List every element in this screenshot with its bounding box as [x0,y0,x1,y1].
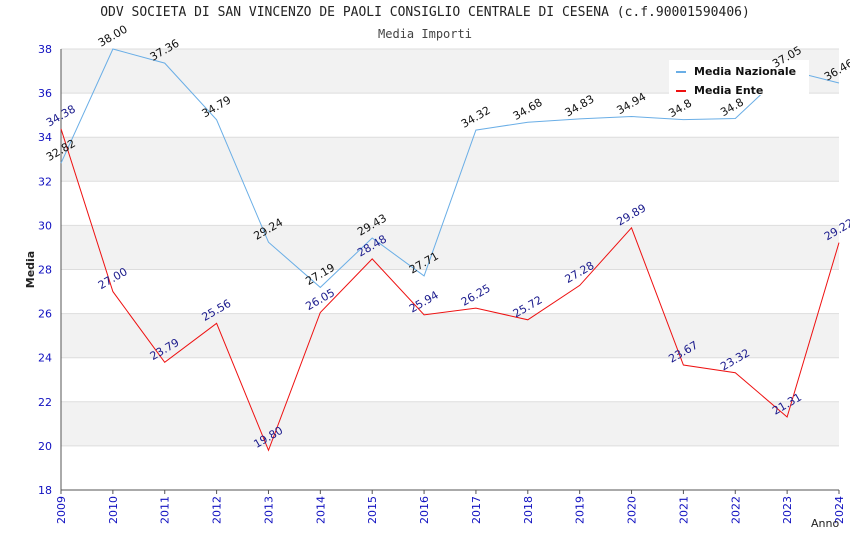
data-label: 34.94 [615,90,649,117]
grid-band [61,137,839,182]
data-label: 26.05 [303,286,337,313]
x-tick-label: 2016 [418,496,431,524]
y-tick-label: 20 [38,440,52,453]
x-tick-label: 2010 [107,496,120,524]
y-tick-label: 30 [38,219,52,232]
y-tick-label: 22 [38,396,52,409]
x-tick-label: 2018 [522,496,535,524]
x-tick-label: 2012 [211,496,224,524]
data-label: 34.68 [511,96,545,123]
y-tick-label: 28 [38,264,52,277]
grid-band [61,401,839,446]
data-label: 34.32 [459,104,493,131]
x-tick-label: 2019 [574,496,587,524]
y-tick-label: 24 [38,352,52,365]
data-label: 29.89 [615,201,649,228]
x-tick-label: 2021 [677,496,690,524]
y-tick-label: 32 [38,175,52,188]
data-label: 34.8 [718,96,746,120]
data-label: 38.00 [96,23,130,50]
x-tick-label: 2023 [781,496,794,524]
data-label: 26.25 [459,282,493,309]
y-tick-label: 36 [38,87,52,100]
x-tick-label: 2024 [833,496,846,524]
x-tick-label: 2009 [55,496,68,524]
x-tick-label: 2017 [470,496,483,524]
chart-subtitle: Media Importi [378,27,472,41]
x-axis-title: Anno [811,517,839,530]
x-tick-label: 2013 [262,496,275,524]
data-label: 25.94 [407,289,441,316]
y-tick-label: 18 [38,484,52,497]
x-tick-label: 2011 [159,496,172,524]
x-tick-label: 2015 [366,496,379,524]
x-tick-label: 2022 [729,496,742,524]
data-label: 34.83 [563,92,597,119]
data-label: 34.8 [666,97,694,121]
x-tick-label: 2020 [626,496,639,524]
y-tick-label: 38 [38,43,52,56]
data-label: 34.79 [200,93,234,120]
y-tick-label: 26 [38,308,52,321]
grid-band [61,225,839,270]
series-line-nazionale [60,48,840,289]
series-line-ente [60,128,840,452]
y-axis-title: Media [24,251,37,288]
chart-title: ODV SOCIETA DI SAN VINCENZO DE PAOLI CON… [100,5,750,20]
grid-band [61,313,839,358]
legend-box [669,60,809,95]
legend-label: Media Nazionale [694,65,796,78]
legend-label: Media Ente [694,84,763,97]
x-tick-label: 2014 [314,496,327,524]
y-tick-label: 34 [38,131,52,144]
